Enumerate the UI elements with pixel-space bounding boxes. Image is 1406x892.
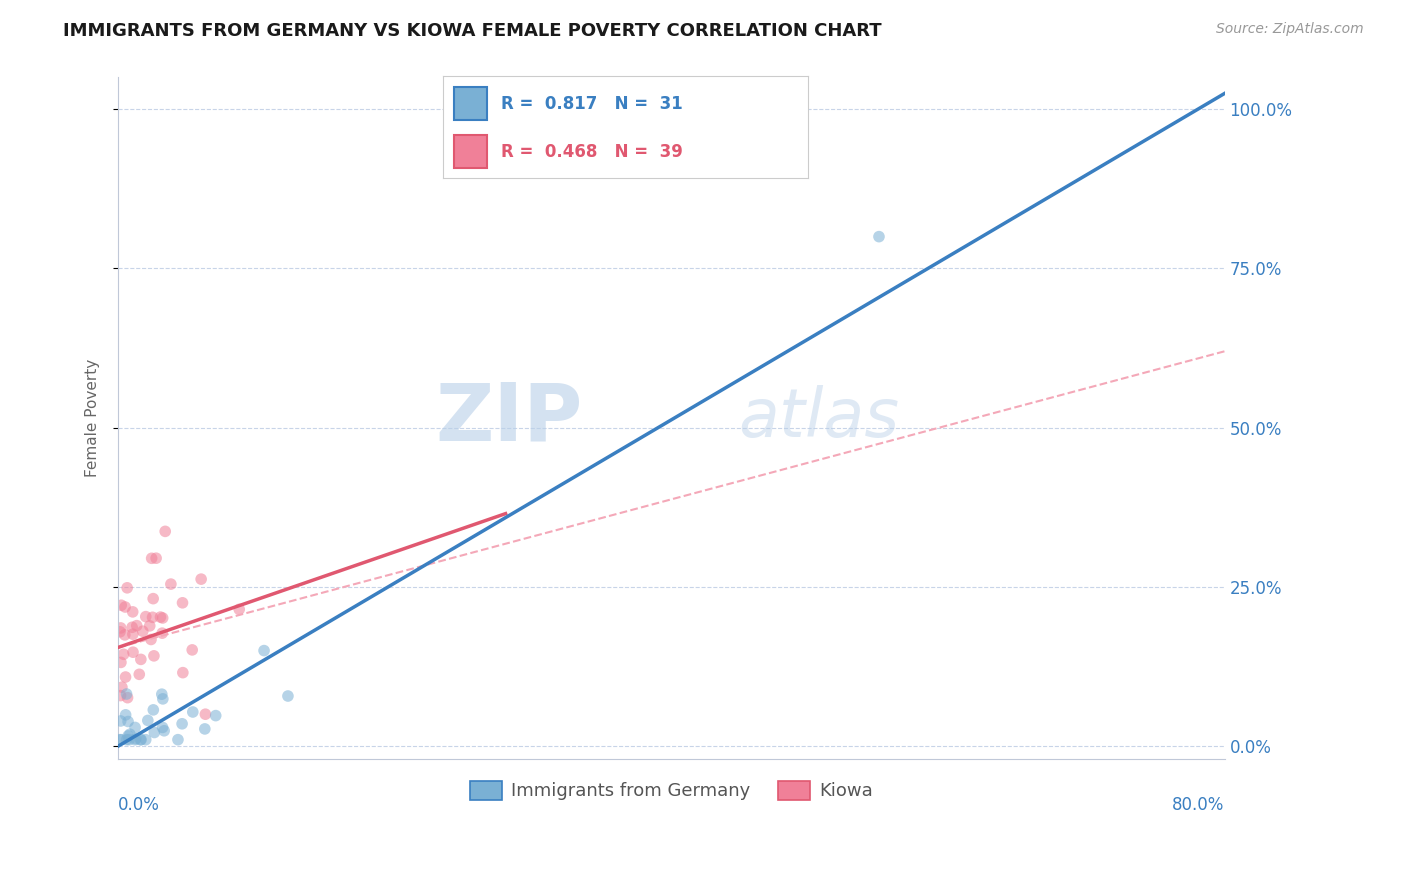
Point [114, 628, 136, 642]
Text: R =  0.817   N =  31: R = 0.817 N = 31 [502, 95, 683, 112]
Point [172, 596, 194, 610]
Point [277, 689, 299, 703]
Text: ZIP: ZIP [436, 379, 583, 457]
Point [160, 577, 183, 591]
Point [181, 643, 204, 657]
Point [172, 665, 194, 680]
Point [110, 599, 132, 613]
FancyBboxPatch shape [454, 136, 486, 168]
Point [141, 551, 163, 566]
Point [142, 591, 165, 606]
Point [114, 707, 136, 722]
Point [121, 605, 143, 619]
Point [135, 732, 157, 747]
Point [129, 732, 152, 747]
Point [150, 687, 173, 701]
Point [142, 648, 165, 663]
Point [124, 721, 146, 735]
Text: 0.0%: 0.0% [118, 797, 160, 814]
Point [110, 732, 132, 747]
Text: R =  0.468   N =  39: R = 0.468 N = 39 [502, 143, 683, 161]
Point [124, 732, 146, 747]
Point [128, 667, 150, 681]
Point [117, 714, 139, 729]
Point [129, 732, 152, 747]
Point [132, 624, 155, 639]
Point [110, 656, 132, 670]
Point [194, 707, 217, 722]
Point [114, 599, 136, 614]
Point [142, 610, 165, 624]
Point [145, 551, 167, 566]
Point [139, 632, 162, 647]
Point [121, 620, 143, 634]
Point [122, 645, 145, 659]
Point [152, 691, 174, 706]
Point [153, 723, 176, 738]
Point [190, 572, 212, 586]
Point [172, 716, 194, 731]
Point [868, 229, 890, 244]
Point [115, 581, 138, 595]
Point [129, 652, 152, 666]
Text: IMMIGRANTS FROM GERMANY VS KIOWA FEMALE POVERTY CORRELATION CHART: IMMIGRANTS FROM GERMANY VS KIOWA FEMALE … [63, 22, 882, 40]
Point [112, 647, 135, 661]
Legend: Immigrants from Germany, Kiowa: Immigrants from Germany, Kiowa [463, 774, 880, 807]
Point [152, 611, 174, 625]
Point [150, 626, 173, 640]
Point [117, 729, 139, 743]
Point [253, 643, 276, 657]
Point [121, 627, 143, 641]
Point [110, 689, 132, 703]
Text: Source: ZipAtlas.com: Source: ZipAtlas.com [1216, 22, 1364, 37]
Point [114, 670, 136, 684]
Point [125, 731, 148, 746]
Point [204, 708, 226, 723]
Text: atlas: atlas [738, 385, 898, 451]
Point [155, 524, 177, 539]
Point [194, 722, 217, 736]
Point [152, 721, 174, 735]
FancyBboxPatch shape [454, 87, 486, 120]
Point [125, 618, 148, 632]
Point [136, 714, 159, 728]
Point [110, 621, 132, 635]
Point [108, 732, 131, 747]
Text: 80.0%: 80.0% [1173, 797, 1225, 814]
Point [149, 610, 172, 624]
Point [118, 732, 141, 747]
Point [142, 703, 165, 717]
Point [118, 727, 141, 741]
Point [167, 732, 190, 747]
Point [181, 705, 204, 719]
Point [228, 602, 250, 616]
Point [138, 619, 160, 633]
Point [143, 725, 166, 739]
Point [135, 609, 157, 624]
Point [115, 732, 138, 747]
Point [111, 680, 134, 694]
Point [108, 624, 131, 639]
Point [117, 690, 139, 705]
Y-axis label: Female Poverty: Female Poverty [86, 359, 100, 477]
Point [110, 714, 132, 728]
Point [115, 687, 138, 701]
